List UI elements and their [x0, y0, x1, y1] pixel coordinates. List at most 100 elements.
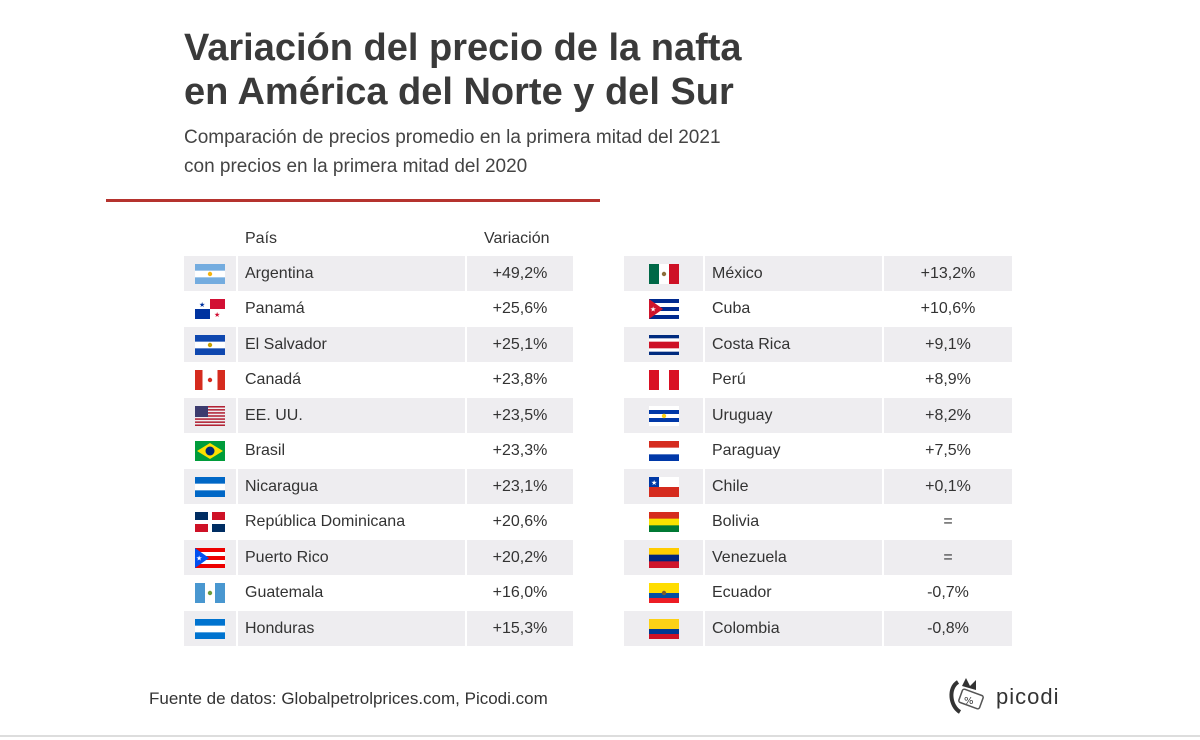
country-name: EE. UU. — [238, 398, 465, 433]
country-name: Canadá — [245, 371, 302, 388]
country-name: Perú — [712, 371, 746, 388]
flag-icon — [624, 327, 703, 362]
variation-value: +23,8% — [492, 371, 548, 388]
table-row: Costa Rica +9,1% — [624, 327, 1014, 363]
flag-icon — [184, 327, 236, 362]
table-row: Nicaragua +23,1% — [184, 469, 575, 505]
variation-value: +13,2% — [884, 256, 1012, 291]
header-variation: Variación — [484, 230, 550, 247]
flag-icon — [624, 611, 703, 646]
flag-icon: ★ ★ — [184, 292, 236, 327]
flag-icon: ★ — [624, 469, 703, 504]
variation-value: +23,1% — [467, 469, 573, 504]
flag-icon — [184, 505, 236, 540]
country-name: Nicaragua — [238, 469, 465, 504]
flag-icon — [184, 576, 236, 611]
table-row: Bolivia = — [624, 505, 1014, 541]
flag-icon — [184, 469, 236, 504]
svg-text:★: ★ — [199, 301, 205, 309]
table-row: Argentina +49,2% — [184, 256, 575, 292]
variation-value: -0,7% — [927, 584, 969, 601]
variation-value: +8,9% — [925, 371, 971, 388]
subtitle-line: Comparación de precios promedio en la pr… — [184, 127, 721, 148]
variation-value: +0,1% — [884, 469, 1012, 504]
country-name: Argentina — [238, 256, 465, 291]
variation-value: +20,2% — [467, 540, 573, 575]
flag-icon — [184, 398, 236, 433]
flag-icon: ★ — [184, 540, 236, 575]
country-name: Bolivia — [712, 513, 760, 530]
table-row: Guatemala +16,0% — [184, 576, 575, 612]
table-row: República Dominicana +20,6% — [184, 505, 575, 541]
subtitle: Comparación de precios promedio en la pr… — [184, 123, 721, 181]
variation-value: +49,2% — [467, 256, 573, 291]
variation-value: +25,1% — [467, 327, 573, 362]
table-row: Venezuela = — [624, 540, 1014, 576]
flag-icon — [624, 434, 703, 469]
variation-value: +9,1% — [884, 327, 1012, 362]
country-name: Brasil — [245, 442, 286, 459]
country-name: Colombia — [705, 611, 882, 646]
variation-value: +20,6% — [492, 513, 548, 530]
variation-value: +16,0% — [492, 584, 548, 601]
table-row: Canadá +23,8% — [184, 363, 575, 399]
country-name: Uruguay — [705, 398, 882, 433]
table-row: Perú +8,9% — [624, 363, 1014, 399]
country-name: El Salvador — [238, 327, 465, 362]
variation-value: +8,2% — [884, 398, 1012, 433]
country-name: Ecuador — [712, 584, 772, 601]
subtitle-line: con precios en la primera mitad del 2020 — [184, 156, 528, 177]
svg-text:★: ★ — [214, 311, 220, 319]
flag-icon — [624, 256, 703, 291]
flag-icon — [184, 256, 236, 291]
variation-value: +23,5% — [467, 398, 573, 433]
flag-icon — [624, 540, 703, 575]
country-name: México — [705, 256, 882, 291]
svg-text:★: ★ — [650, 306, 656, 314]
variation-value: = — [943, 513, 953, 530]
table-row: EE. UU. +23,5% — [184, 398, 575, 434]
flag-icon — [184, 363, 236, 398]
table-row: ★ ★ Panamá +25,6% — [184, 292, 575, 328]
flag-icon — [184, 434, 236, 469]
table-row: ★ Cuba +10,6% — [624, 292, 1014, 328]
country-name: Venezuela — [705, 540, 882, 575]
title-line: Variación del precio de la nafta — [184, 27, 742, 69]
title-line: en América del Norte y del Sur — [184, 71, 734, 113]
logo-text: picodi — [996, 684, 1060, 709]
table-row: Paraguay +7,5% — [624, 434, 1014, 470]
variation-value: = — [884, 540, 1012, 575]
variation-value: +23,3% — [492, 442, 548, 459]
variation-value: +15,3% — [467, 611, 573, 646]
table-left: Argentina +49,2% ★ ★ Panamá +25,6% El Salv… — [184, 256, 575, 647]
variation-value: +25,6% — [492, 300, 548, 317]
divider — [106, 199, 600, 202]
svg-text:%: % — [964, 696, 974, 707]
page-title: Variación del precio de la nafta en Amér… — [184, 26, 742, 114]
table-row: Brasil +23,3% — [184, 434, 575, 470]
table-row: Ecuador -0,7% — [624, 576, 1014, 612]
country-name: Panamá — [245, 300, 305, 317]
variation-value: +10,6% — [920, 300, 976, 317]
flag-icon — [624, 576, 703, 611]
table-row: Uruguay +8,2% — [624, 398, 1014, 434]
header-country: País — [245, 230, 278, 247]
flag-icon — [624, 363, 703, 398]
table-right: México +13,2% ★ Cuba +10,6% Costa Rica +9… — [624, 256, 1014, 647]
table-row: ★ Chile +0,1% — [624, 469, 1014, 505]
table-row: ★ Puerto Rico +20,2% — [184, 540, 575, 576]
flag-icon — [624, 505, 703, 540]
picodi-logo: % picodi — [946, 676, 1059, 718]
country-name: Guatemala — [245, 584, 324, 601]
table-row: El Salvador +25,1% — [184, 327, 575, 363]
country-name: Costa Rica — [705, 327, 882, 362]
svg-text:★: ★ — [651, 479, 657, 487]
country-name: Honduras — [238, 611, 465, 646]
cat-tag-icon: % — [949, 678, 984, 714]
flag-icon — [184, 611, 236, 646]
country-name: Cuba — [712, 300, 751, 317]
country-name: República Dominicana — [245, 513, 406, 530]
table-row: Honduras +15,3% — [184, 611, 575, 647]
bottom-border — [0, 735, 1200, 737]
country-name: Paraguay — [712, 442, 781, 459]
